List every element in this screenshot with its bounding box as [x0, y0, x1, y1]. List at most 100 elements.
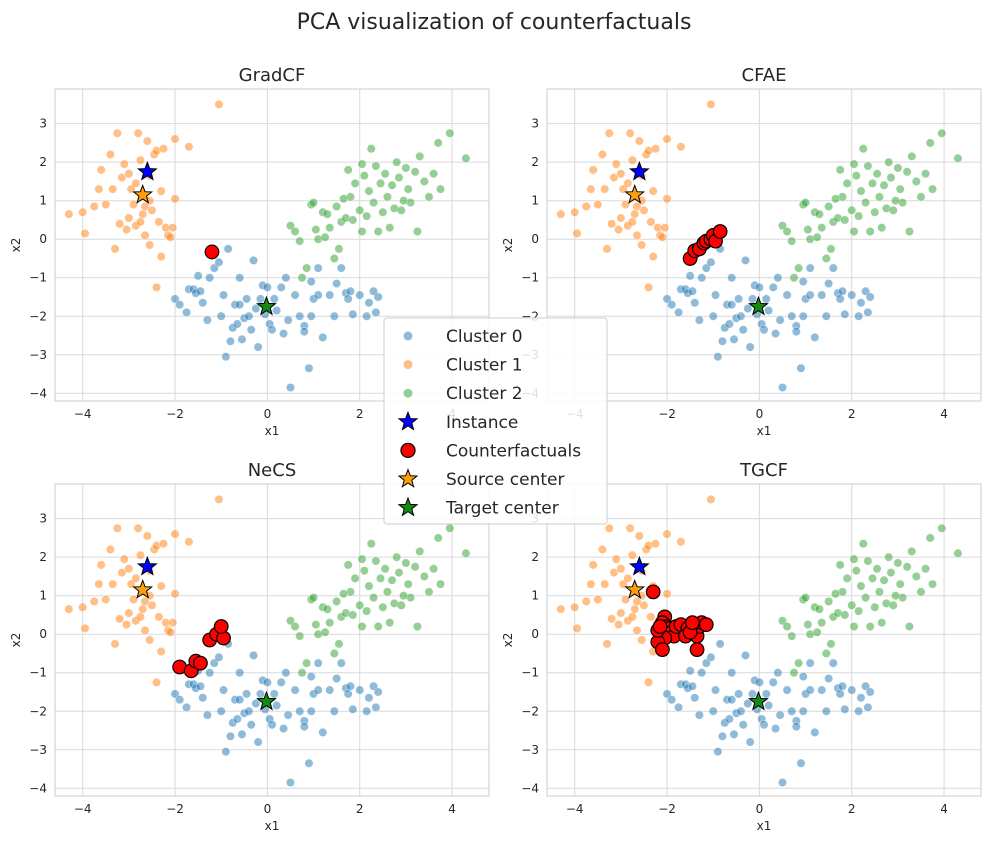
cluster0-point: [283, 315, 293, 325]
cluster2-point: [835, 165, 845, 175]
cluster1-point: [581, 201, 591, 211]
cluster1-point: [168, 618, 178, 628]
cluster1-point: [639, 600, 649, 610]
cluster0-point: [787, 311, 797, 321]
cluster2-point: [355, 205, 365, 215]
legend-item: Cluster 2: [403, 384, 523, 404]
cluster2-point: [856, 581, 866, 591]
cluster0-point: [195, 286, 205, 296]
cluster0-point: [373, 292, 383, 302]
counterfactual-point: [689, 642, 705, 658]
cluster0-point: [242, 689, 252, 699]
cluster2-point: [884, 157, 894, 167]
cluster0-point: [221, 352, 231, 362]
x-tick-label: −2: [658, 802, 676, 816]
cluster2-point: [937, 523, 947, 533]
cluster2-point: [821, 253, 831, 263]
cluster1-point: [625, 128, 635, 138]
cluster1-point: [570, 207, 580, 217]
cluster2-point: [817, 618, 827, 628]
cluster1-point: [154, 217, 164, 227]
cluster2-point: [424, 587, 434, 597]
cluster2-point: [461, 153, 471, 163]
cluster1-point: [614, 225, 624, 235]
cluster1-point: [588, 560, 598, 570]
y-tick-label: −1: [29, 271, 47, 285]
cluster0-point: [747, 689, 757, 699]
cluster2-point: [812, 232, 822, 242]
cluster1-point: [96, 165, 106, 175]
axes-frame: [546, 88, 982, 402]
cluster0-point: [674, 307, 684, 317]
cluster0-point: [175, 300, 185, 310]
cluster2-point: [410, 562, 420, 572]
cluster2-point: [849, 227, 859, 237]
cluster2-point: [378, 602, 388, 612]
cluster0-point: [727, 668, 737, 678]
cluster2-point: [366, 144, 376, 154]
cluster0-point: [313, 263, 323, 273]
x-axis-label: x1: [757, 819, 772, 833]
cluster2-point: [373, 227, 383, 237]
cluster1-point: [637, 635, 647, 645]
cluster2-point: [814, 209, 824, 219]
legend-item: Instance: [397, 410, 518, 433]
legend-item: Cluster 1: [403, 356, 523, 376]
cluster1-point: [80, 623, 90, 633]
cluster0-point: [267, 720, 277, 730]
cluster2-point: [410, 167, 420, 177]
cluster2-point: [348, 215, 358, 225]
cluster2-point: [436, 184, 446, 194]
cluster2-point: [297, 273, 307, 283]
cluster0-point: [182, 307, 192, 317]
cluster0-point: [362, 311, 372, 321]
cluster1-point: [119, 554, 129, 564]
cluster1-point: [637, 240, 647, 250]
cluster2-point: [888, 600, 898, 610]
cluster2-point: [461, 548, 471, 558]
cluster0-point: [729, 729, 739, 739]
cluster1-point: [627, 217, 637, 227]
cluster0-point: [727, 695, 737, 705]
cluster0-point: [295, 311, 305, 321]
cluster1-point: [627, 155, 637, 165]
cluster2-point: [842, 178, 852, 188]
cluster1-point: [650, 144, 660, 154]
cluster0-point: [246, 325, 256, 335]
instance-marker: [628, 555, 650, 576]
cluster1-point: [170, 589, 180, 599]
cluster0-point: [847, 685, 857, 695]
x-tick-label: −4: [566, 802, 584, 816]
cluster2-point: [902, 562, 912, 572]
cluster1-point: [165, 232, 175, 242]
cluster0-point: [216, 706, 226, 716]
cluster2-point: [847, 205, 857, 215]
legend-label: Cluster 1: [446, 356, 523, 376]
cluster1-point: [168, 223, 178, 233]
cluster0-point: [747, 294, 757, 304]
cluster2-point: [403, 184, 413, 194]
cluster2-point: [396, 600, 406, 610]
figure-title: PCA visualization of counterfactuals: [297, 10, 692, 35]
cluster2-point: [925, 138, 935, 148]
cluster1-point: [94, 579, 104, 589]
y-tick-label: −3: [29, 348, 47, 362]
cluster0-point: [694, 710, 704, 720]
cluster2-point: [863, 556, 873, 566]
cluster2-point: [858, 539, 868, 549]
cluster0-point: [771, 724, 781, 734]
x-tick-label: 0: [264, 407, 272, 421]
cluster1-point: [630, 604, 640, 614]
cluster1-point: [646, 612, 656, 622]
legend-star-icon: [397, 468, 419, 488]
cluster1-point: [644, 677, 654, 687]
cluster2-point: [916, 587, 926, 597]
cluster0-point: [198, 298, 208, 308]
y-tick-label: −4: [521, 781, 539, 795]
cluster1-point: [142, 531, 152, 541]
target-center-marker: [748, 295, 769, 316]
cluster0-point: [717, 336, 727, 346]
cluster2-point: [907, 546, 917, 556]
cluster0-point: [244, 706, 254, 716]
